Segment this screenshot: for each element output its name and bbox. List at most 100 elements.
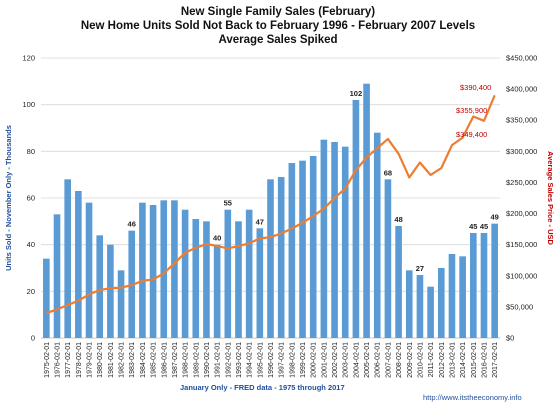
bar-data-label: 40	[213, 234, 221, 243]
x-tick-label: 1999-02-01	[300, 342, 307, 378]
bar-data-label: 45	[480, 222, 488, 231]
bar	[75, 191, 82, 338]
y2-tick-label: $0	[506, 334, 514, 343]
price-line	[45, 94, 496, 315]
x-tick-label: 1991-02-01	[215, 342, 222, 378]
bar	[384, 179, 392, 338]
x-tick-label: 1993-02-01	[236, 342, 243, 378]
bar	[235, 221, 242, 338]
bar-data-label: 55	[224, 199, 232, 208]
bar	[448, 254, 456, 338]
x-tick-label: 1996-02-01	[268, 342, 275, 378]
x-tick-label: 1977-02-01	[65, 342, 72, 378]
x-tick-label: 2013-02-01	[449, 342, 456, 378]
bar	[470, 233, 477, 338]
bar	[363, 83, 370, 339]
bar	[395, 226, 402, 338]
bar	[139, 202, 146, 338]
y2-tick-label: $50,000	[506, 302, 533, 311]
chart-title-line-2: New Home Units Sold Not Back to February…	[80, 20, 476, 32]
x-tick-label: 1985-02-01	[151, 342, 158, 378]
bar	[416, 275, 424, 338]
bar	[171, 200, 178, 338]
bar	[299, 160, 306, 338]
x-tick-label: 1992-02-01	[225, 342, 232, 378]
y2-tick-label: $100,000	[506, 271, 537, 280]
bar	[192, 219, 200, 338]
x-tick-label: 1979-02-01	[87, 342, 94, 378]
bar-data-label: 48	[394, 215, 402, 224]
x-tick-label: 2009-02-01	[407, 342, 414, 378]
y2-axis-title: Average Sales Price - USD	[546, 151, 555, 246]
x-tick-label: 2014-02-01	[460, 342, 467, 378]
bar	[437, 268, 445, 338]
left-axis-ticks: 0 20 40 60 80 100 120	[22, 54, 35, 343]
y-tick-label: 100	[22, 100, 35, 109]
x-tick-label: 2007-02-01	[385, 342, 392, 378]
y2-tick-label: $200,000	[506, 209, 537, 218]
x-tick-label: 2008-02-01	[396, 342, 403, 378]
bar	[427, 286, 434, 338]
x-tick-label: 1998-02-01	[289, 342, 296, 378]
price-data-label: $355,900	[456, 106, 487, 115]
bar	[309, 156, 317, 338]
x-tick-label: 1990-02-01	[204, 342, 211, 378]
x-tick-label: 2012-02-01	[439, 342, 446, 378]
price-line-series	[45, 94, 496, 315]
price-data-label: $390,400	[460, 83, 491, 92]
x-tick-label: 1976-02-01	[55, 342, 62, 378]
y2-tick-label: $150,000	[506, 240, 537, 249]
bar	[491, 223, 498, 338]
x-axis-title: January Only - FRED data - 1975 through …	[180, 383, 345, 392]
x-tick-label: 2015-02-01	[471, 342, 478, 378]
bar	[256, 228, 264, 338]
bar	[288, 163, 296, 338]
bar	[43, 258, 50, 338]
x-tick-label: 1984-02-01	[140, 342, 147, 378]
y-tick-label: 80	[27, 147, 35, 156]
bar	[267, 179, 274, 338]
x-tick-label: 2004-02-01	[353, 342, 360, 378]
bar	[64, 179, 71, 338]
bar-data-label: 45	[469, 222, 477, 231]
y-tick-label: 0	[31, 334, 35, 343]
x-tick-label: 2002-02-01	[332, 342, 339, 378]
bar	[373, 132, 381, 338]
x-tick-label: 1989-02-01	[193, 342, 200, 378]
x-tick-label: 1988-02-01	[183, 342, 190, 378]
x-tick-label: 1995-02-01	[257, 342, 264, 378]
bar	[117, 270, 125, 338]
y2-tick-label: $400,000	[506, 85, 537, 94]
y2-tick-label: $350,000	[506, 116, 537, 125]
bar	[277, 177, 285, 338]
x-tick-label: 2010-02-01	[417, 342, 424, 378]
bar	[245, 209, 253, 338]
bar	[224, 209, 232, 338]
bar	[213, 244, 221, 338]
bar	[320, 139, 328, 338]
bar	[160, 200, 168, 338]
bar-data-label: 27	[416, 264, 424, 273]
bar-data-label: 68	[384, 168, 392, 177]
source-credit: http://www.itstheeconomy.info	[423, 393, 522, 402]
y2-tick-label: $300,000	[506, 147, 537, 156]
bar	[53, 214, 61, 338]
bar	[352, 100, 360, 338]
bar	[480, 233, 488, 338]
x-tick-label: 1975-02-01	[44, 342, 51, 378]
x-axis-ticks: 1975-02-01 1976-02-01 1977-02-01 1978-02-01…	[44, 342, 499, 378]
x-tick-label: 1978-02-01	[76, 342, 83, 378]
x-tick-label: 1986-02-01	[161, 342, 168, 378]
bar-data-label: 102	[350, 89, 363, 98]
bar	[405, 270, 413, 338]
x-tick-label: 1994-02-01	[247, 342, 254, 378]
x-tick-label: 1980-02-01	[97, 342, 104, 378]
y2-tick-label: $250,000	[506, 178, 537, 187]
x-tick-label: 1981-02-01	[108, 342, 115, 378]
x-tick-label: 2006-02-01	[375, 342, 382, 378]
x-tick-label: 1983-02-01	[129, 342, 136, 378]
right-axis-ticks: $0 $50,000 $100,000 $150,000 $200,000 $250,00…	[506, 54, 537, 343]
y-tick-label: 20	[27, 287, 35, 296]
bar	[181, 209, 189, 338]
